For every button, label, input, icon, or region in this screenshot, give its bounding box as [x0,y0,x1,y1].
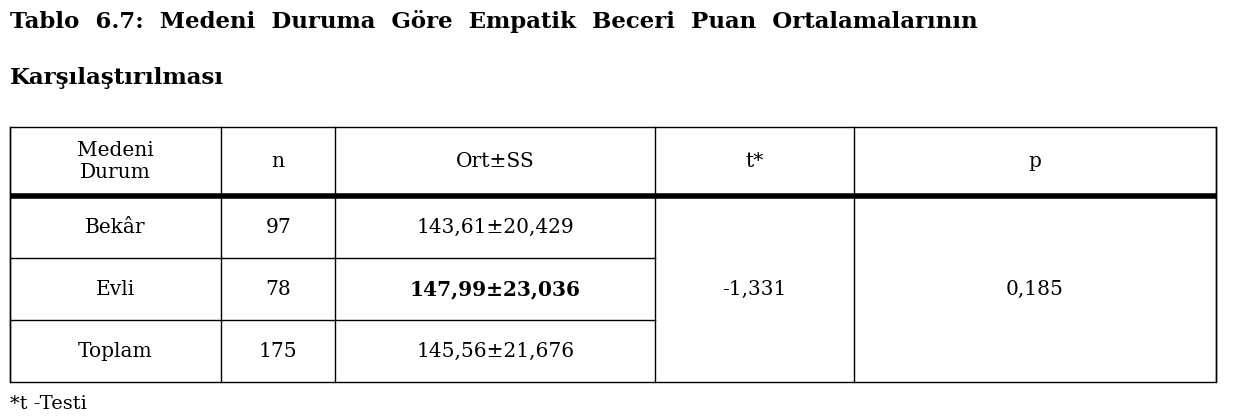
Text: *t -Testi: *t -Testi [10,395,87,413]
Text: 78: 78 [265,280,291,299]
Text: Karşılaştırılması: Karşılaştırılması [10,67,224,89]
Text: Ort±SS: Ort±SS [456,152,535,171]
Text: t*: t* [745,152,764,171]
Text: n: n [271,152,285,171]
Text: 0,185: 0,185 [1006,280,1063,299]
Text: Bekâr: Bekâr [85,218,146,237]
Text: p: p [1029,152,1041,171]
Text: 147,99±23,036: 147,99±23,036 [410,279,581,299]
Text: Medeni
Durum: Medeni Durum [77,141,154,182]
Text: Evli: Evli [95,280,135,299]
Text: Tablo  6.7:  Medeni  Duruma  Göre  Empatik  Beceri  Puan  Ortalamalarının: Tablo 6.7: Medeni Duruma Göre Empatik Be… [10,10,978,33]
Text: 145,56±21,676: 145,56±21,676 [416,342,574,361]
Text: Toplam: Toplam [78,342,152,361]
Text: 97: 97 [265,218,291,237]
Text: -1,331: -1,331 [723,280,787,299]
Bar [10,127,1216,382]
Text: 175: 175 [259,342,297,361]
Text: 143,61±20,429: 143,61±20,429 [416,218,574,237]
